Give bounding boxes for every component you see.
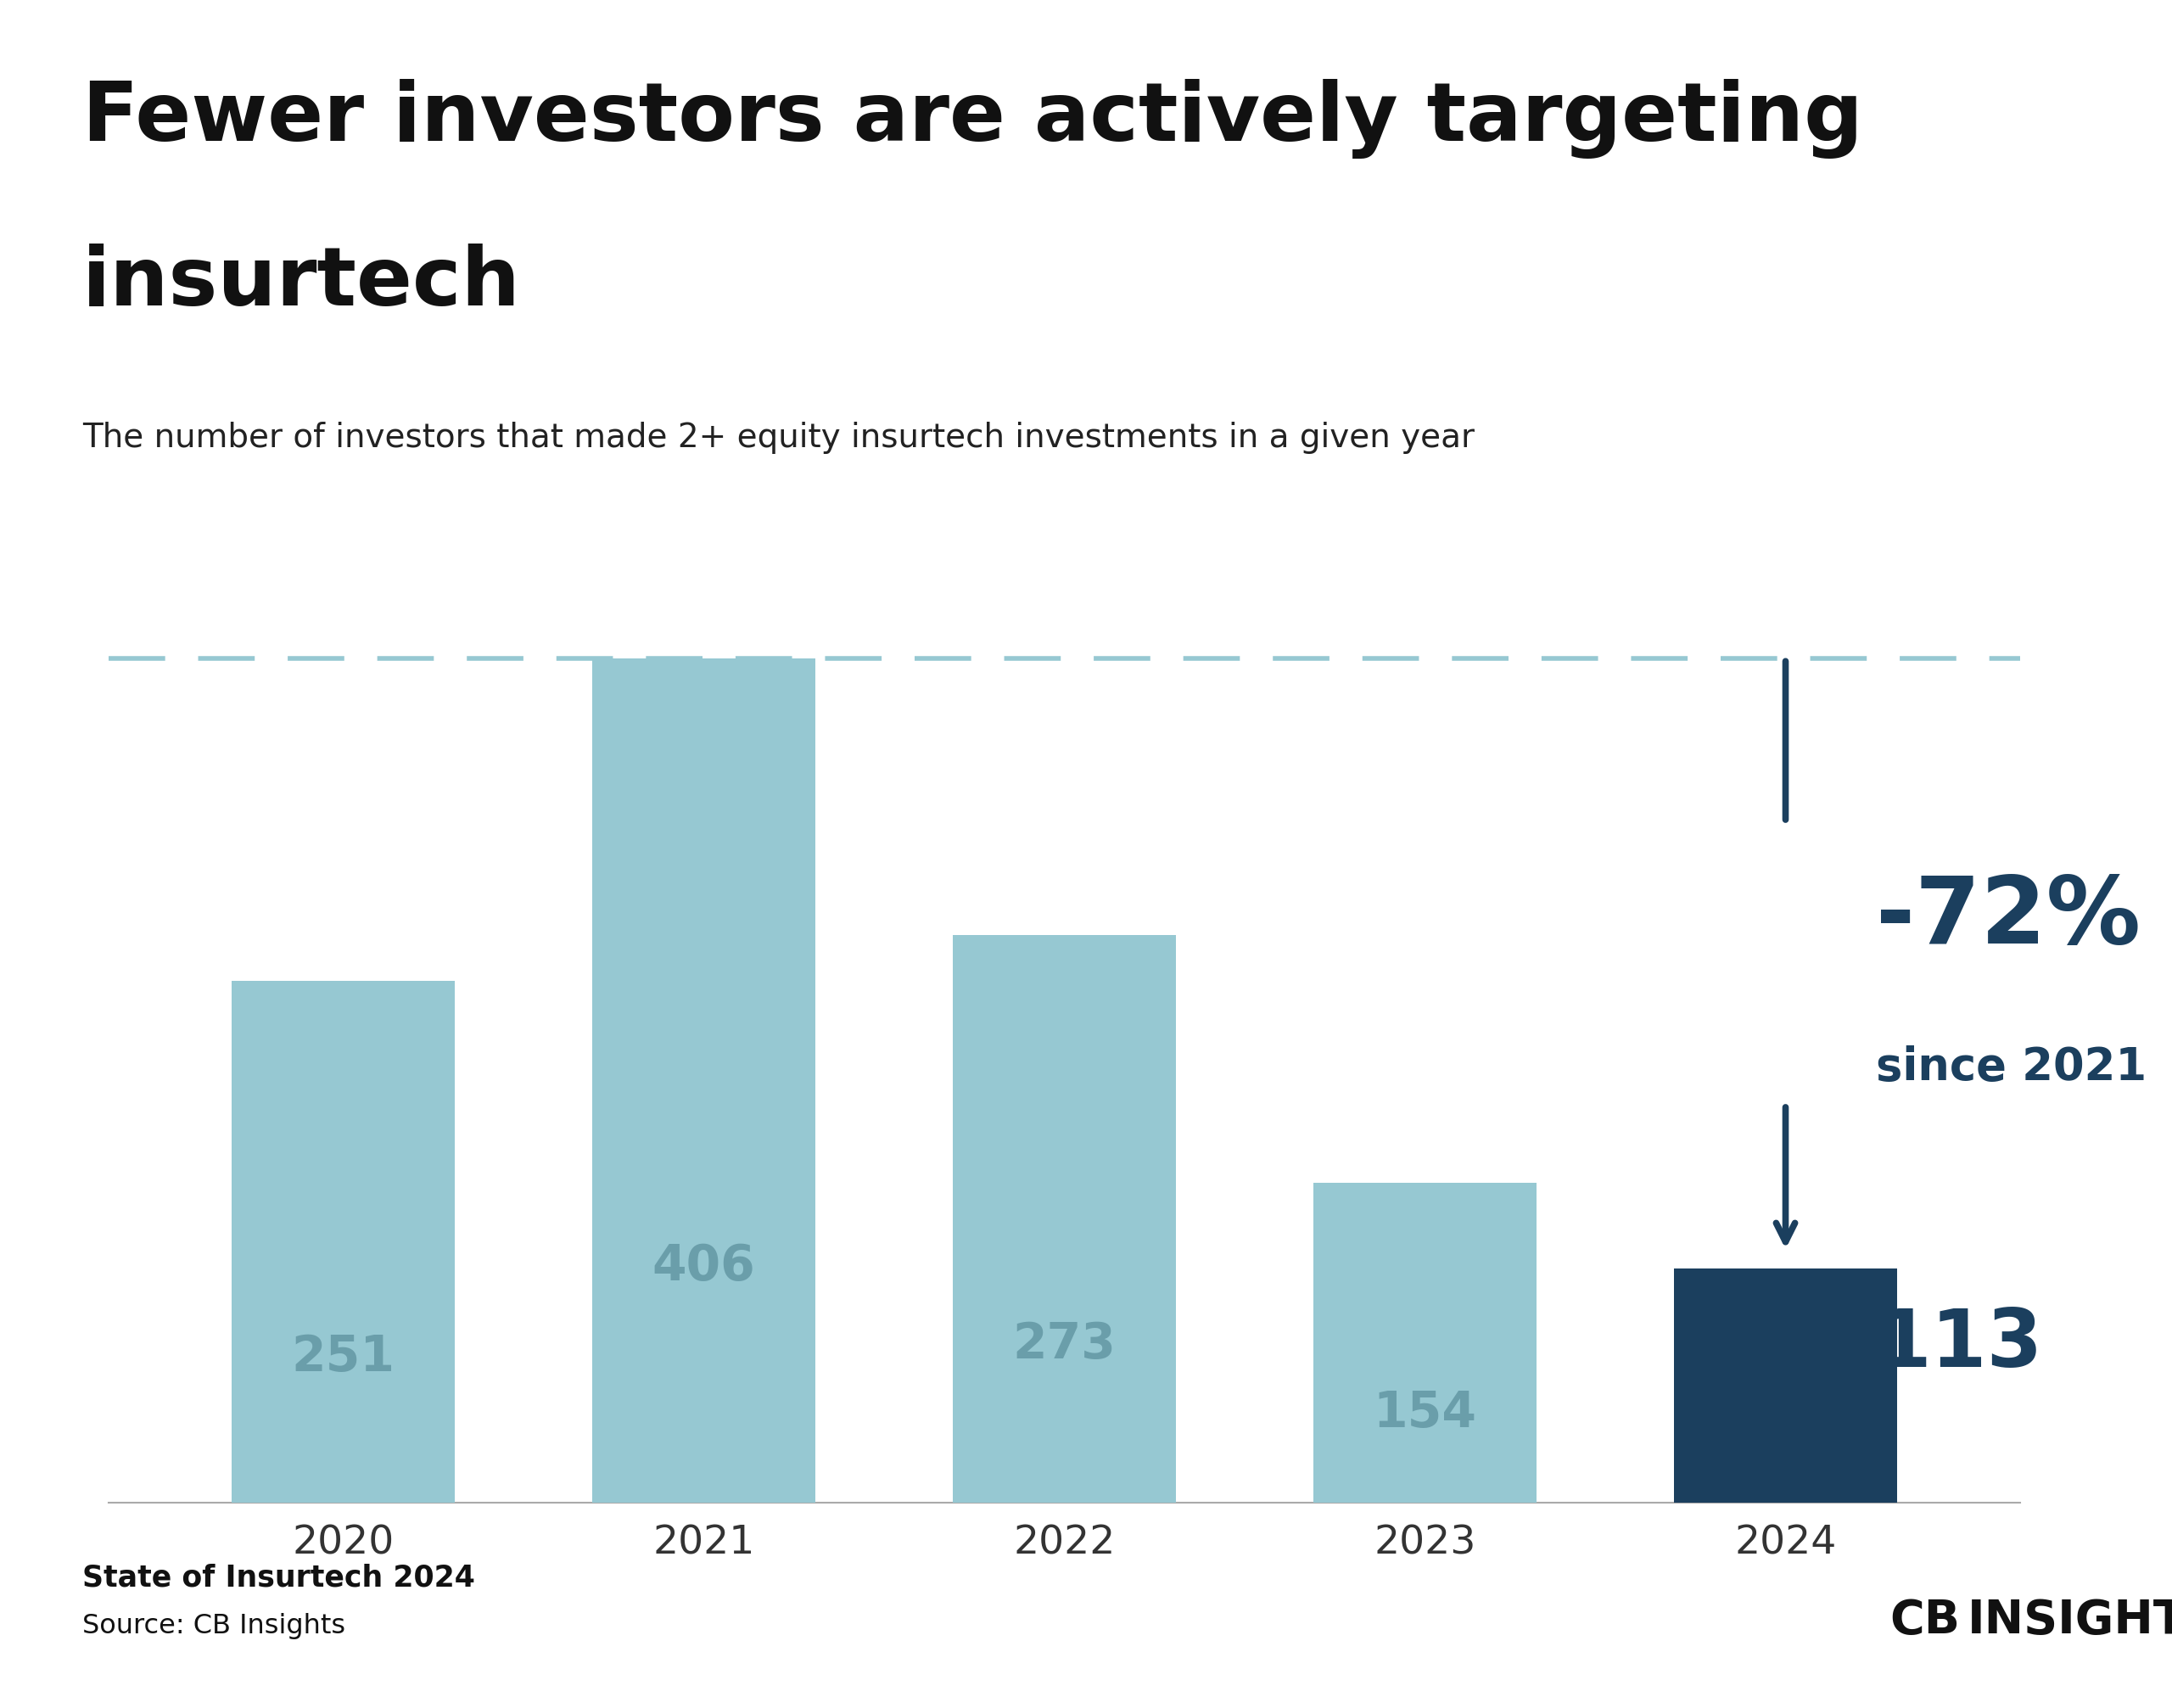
Text: 406: 406 (652, 1242, 756, 1291)
Bar (591, 659, 814, 1503)
Bar (230, 980, 454, 1503)
Text: State of Insurtech 2024: State of Insurtech 2024 (83, 1563, 476, 1592)
Text: 251: 251 (291, 1332, 395, 1382)
Text: insurtech: insurtech (83, 244, 521, 323)
Text: -72%: -72% (1877, 873, 2139, 963)
Text: The number of investors that made 2+ equity insurtech investments in a given yea: The number of investors that made 2+ equ… (83, 422, 1475, 454)
Text: 273: 273 (1012, 1320, 1116, 1368)
Text: Source: CB Insights: Source: CB Insights (83, 1614, 345, 1640)
Text: Fewer investors are actively targeting: Fewer investors are actively targeting (83, 79, 1864, 159)
Text: 154: 154 (1373, 1389, 1477, 1438)
Bar (1314, 1184, 1538, 1503)
Bar (1675, 1267, 1898, 1503)
Text: INSIGHTS: INSIGHTS (1968, 1599, 2172, 1643)
Text: 113: 113 (1733, 1413, 1838, 1462)
Bar (954, 936, 1175, 1503)
Text: CB: CB (1890, 1599, 1959, 1643)
Text: 113: 113 (1877, 1305, 2044, 1383)
Text: since 2021: since 2021 (1877, 1045, 2146, 1090)
